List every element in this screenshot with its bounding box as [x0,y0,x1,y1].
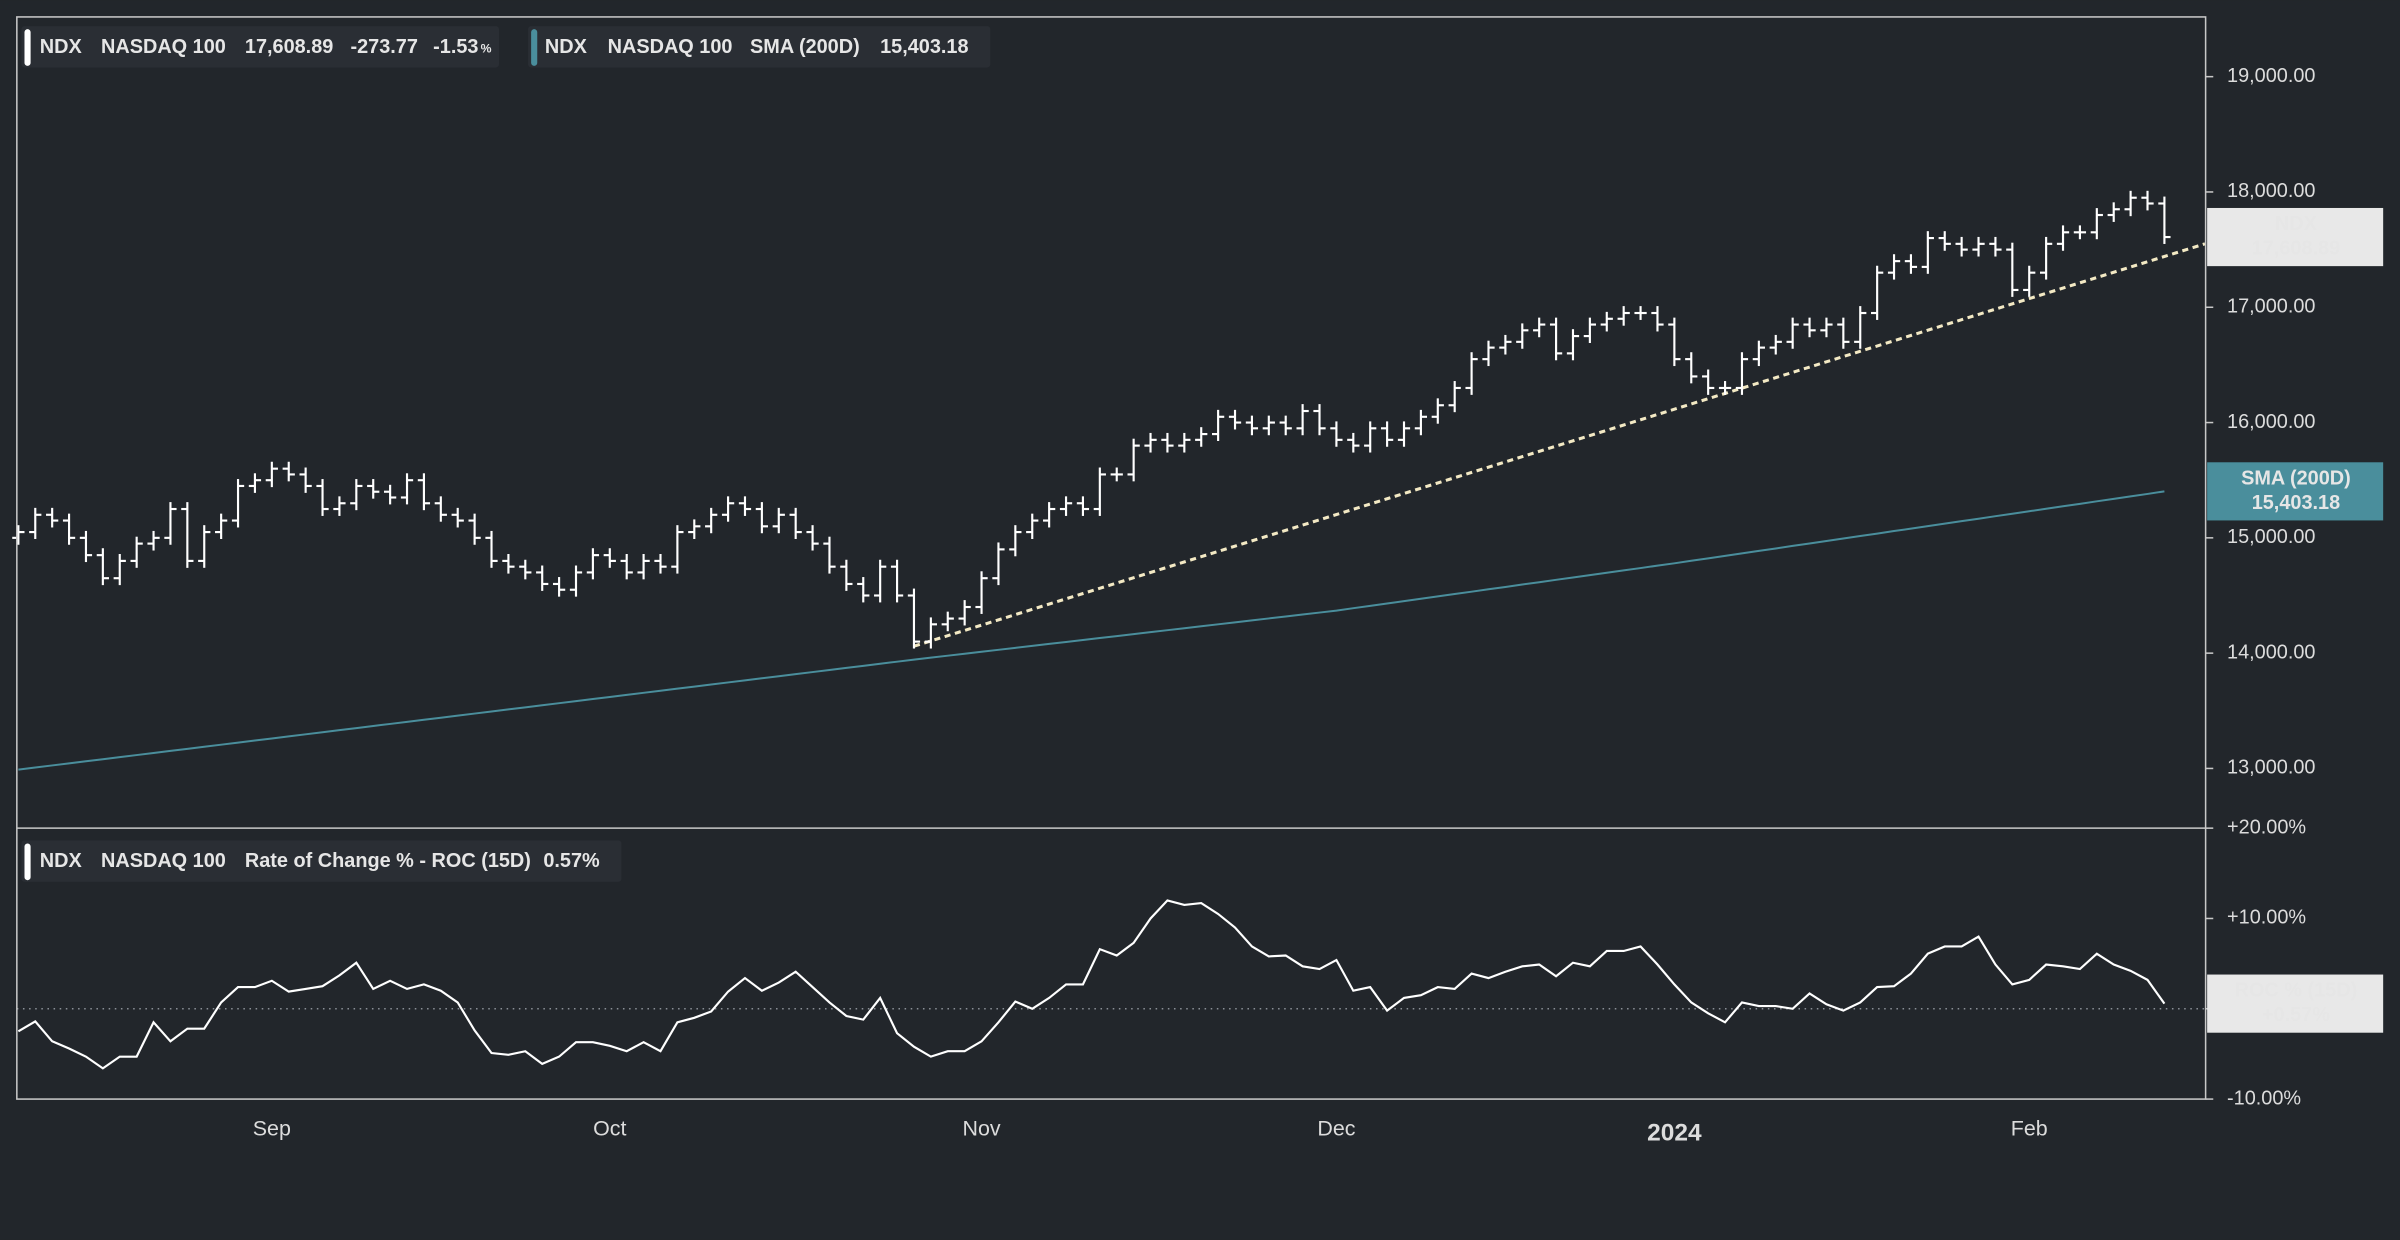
y-tick-label: 15,000.00 [2227,526,2315,548]
price-label-value: 17,608.89 [2252,238,2340,260]
legend-value: 15,403.18 [880,36,968,58]
x-tick-label: Nov [963,1116,1001,1140]
y-tick-label: -10.00% [2227,1087,2301,1109]
roc-line [17,899,2166,1070]
y-tick-label: +10.00% [2227,907,2306,929]
x-tick-label: 2024 [1647,1120,1702,1147]
x-tick-label: Feb [2011,1116,2048,1140]
legend-name: NASDAQ 100 [101,850,226,872]
price-label-value: 15,403.18 [2252,492,2340,514]
y-tick-label: 17,000.00 [2227,296,2315,318]
legend-pct-sign: % [481,41,492,55]
y-tick-label: 14,000.00 [2227,641,2315,663]
y-tick-label: 13,000.00 [2227,757,2315,779]
legend-change: -273.77 [351,36,418,58]
price-label-box [2207,974,2384,1033]
legend-box [528,26,991,68]
y-tick-label: 18,000.00 [2227,180,2315,202]
y-tick-label: 16,000.00 [2227,411,2315,433]
legend-box [21,26,499,68]
x-tick-label: Sep [253,1116,291,1140]
legend-name: NASDAQ 100 [608,36,733,58]
legend-marker [24,29,31,66]
legend-indicator: SMA (200D) [750,36,860,58]
trend-line [913,242,2206,648]
legend-symbol: NDX [40,36,83,58]
x-tick-label: Oct [593,1116,626,1140]
legend-indicator: Rate of Change % - ROC (15D) [245,850,531,872]
y-tick-label: 19,000.00 [2227,65,2315,87]
sma-legend: NDX NASDAQ 100 SMA (200D) 15,403.18 [528,26,991,68]
price-label-box [2207,207,2384,267]
legend-change-pct: -1.53 [433,36,478,58]
roc-legend: NDX NASDAQ 100 Rate of Change % - ROC (1… [21,840,622,882]
price-label-name: NDX [2275,213,2318,235]
y-tick-label: +20.00% [2227,816,2306,838]
legend-marker [24,843,31,881]
plot-area: 13,000.00 14,000.00 15,000.00 16,000.00 17,0… [12,65,2315,1147]
legend-value: 0.57% [543,850,600,872]
price-label-box [2207,462,2384,521]
price-label-name: SMA (200D) [2241,467,2351,489]
x-tick-label: Dec [1317,1116,1355,1140]
legend-last: 17,608.89 [245,36,333,58]
price-labels: SMA (200D) 15,403.18 NDX 17,608.89 ROC % (15… [2207,207,2384,1033]
price-label-value: +0.57% [2262,1004,2330,1026]
legend-box [21,840,622,882]
price-legend: NDX NASDAQ 100 17,608.89 -273.77 -1.53 % [21,26,499,68]
legend-name: NASDAQ 100 [101,36,226,58]
pane-border [16,16,2207,1100]
legend-symbol: NDX [545,36,588,58]
legend-marker [531,29,538,66]
legend-symbol: NDX [40,850,83,872]
sma-line [18,490,2165,771]
price-label-name: ROC % (15D) [2235,980,2358,1002]
